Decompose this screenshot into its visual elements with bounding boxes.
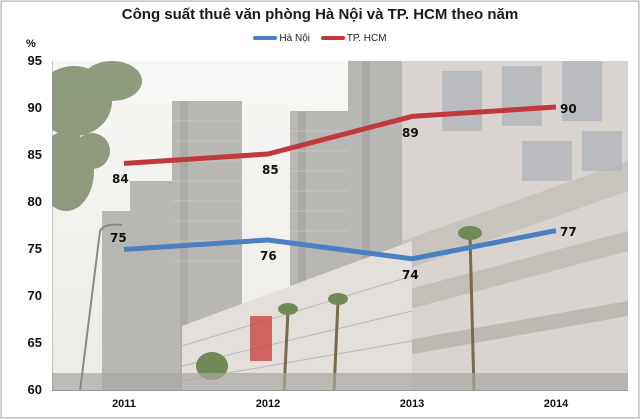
y-tick: 90 xyxy=(27,100,42,115)
legend-label-hanoi: Hà Nội xyxy=(279,32,310,44)
data-label-hcm-2011: 84 xyxy=(112,172,129,186)
background-photo: 84 85 89 90 75 76 74 77 xyxy=(52,61,628,391)
data-label-hn-2011: 75 xyxy=(110,231,127,245)
y-tick: 85 xyxy=(27,147,42,162)
line-tpHCM xyxy=(123,104,557,166)
legend-label-hcm: TP. HCM xyxy=(346,32,387,44)
legend-item-hanoi: Hà Nội xyxy=(253,33,310,44)
line-hanoi xyxy=(123,228,557,262)
legend-item-hcm: TP. HCM xyxy=(320,32,387,44)
legend-swatch-hanoi xyxy=(253,36,278,40)
data-label-hn-2014: 77 xyxy=(560,225,577,239)
data-label-hcm-2013: 89 xyxy=(402,126,419,140)
x-tick: 2012 xyxy=(255,398,281,410)
legend-swatch-hcm xyxy=(320,36,345,40)
data-label-hn-2013: 74 xyxy=(402,268,419,282)
plot-area: 84 85 89 90 75 76 74 77 xyxy=(52,61,628,391)
legend: Hà Nội TP. HCM xyxy=(0,32,640,44)
y-tick: 95 xyxy=(27,53,42,68)
y-tick: 70 xyxy=(27,288,42,303)
y-tick: 75 xyxy=(27,241,42,256)
y-axis-unit: % xyxy=(26,38,36,50)
lamp-post xyxy=(79,223,123,391)
data-label-hcm-2014: 90 xyxy=(560,102,577,116)
shophouses xyxy=(182,241,412,391)
data-label-hcm-2012: 85 xyxy=(262,163,279,177)
y-tick: 80 xyxy=(27,194,42,209)
chart-title: Công suất thuê văn phòng Hà Nội và TP. H… xyxy=(121,6,519,23)
data-label-hn-2012: 76 xyxy=(260,249,277,263)
x-tick: 2014 xyxy=(543,398,569,410)
x-tick: 2013 xyxy=(399,398,425,410)
tree-foliage xyxy=(52,61,142,211)
x-tick: 2011 xyxy=(112,398,136,410)
y-tick: 65 xyxy=(27,335,42,350)
y-tick: 60 xyxy=(27,382,42,397)
red-banner xyxy=(250,316,272,361)
